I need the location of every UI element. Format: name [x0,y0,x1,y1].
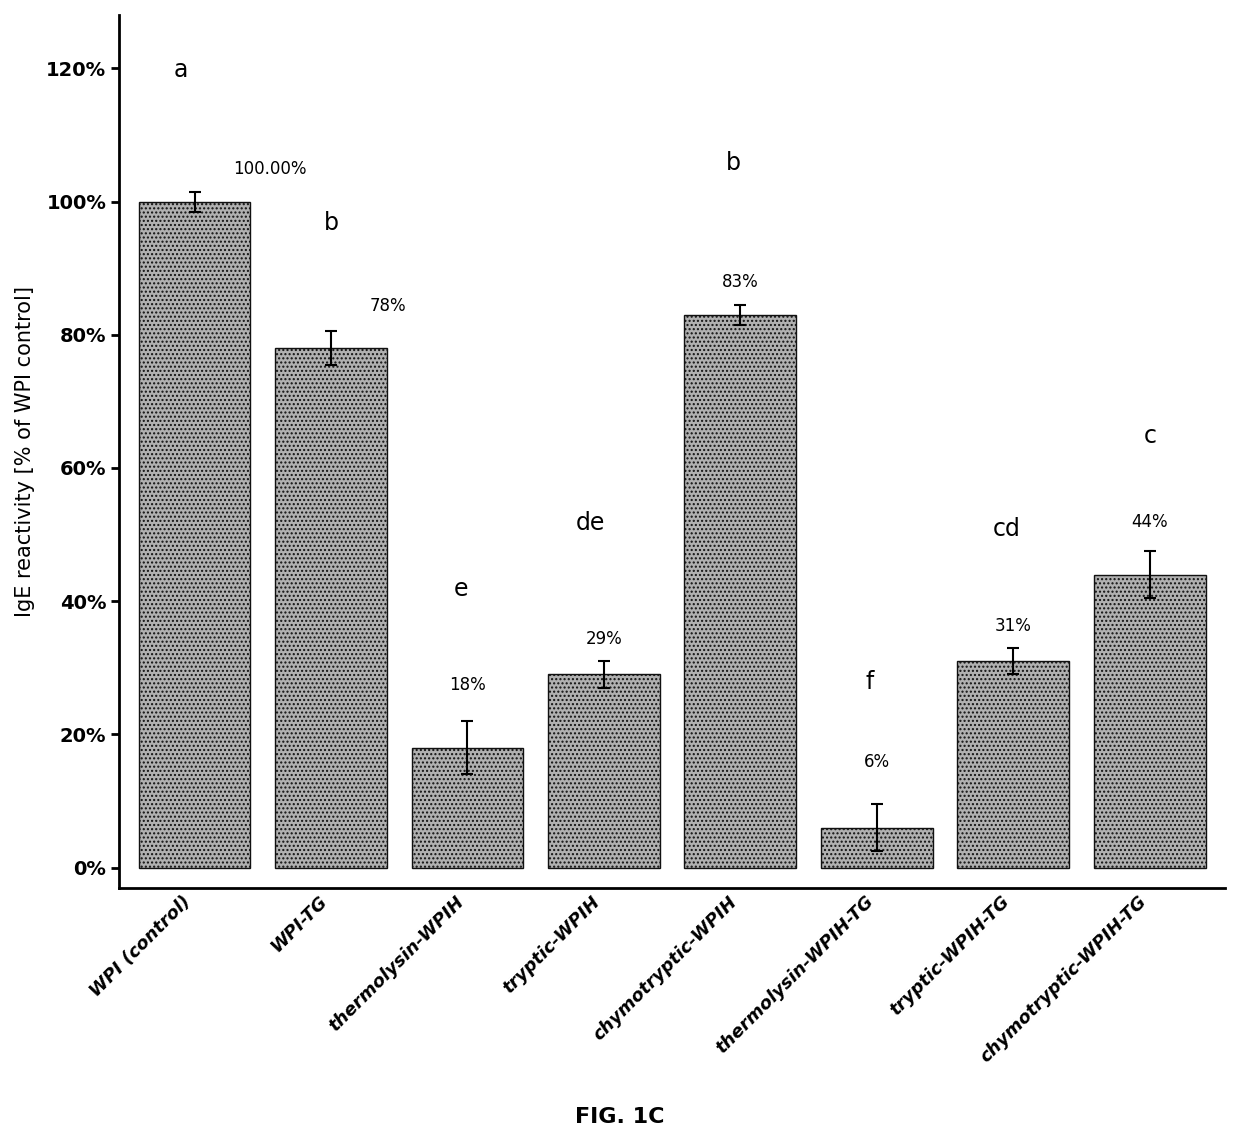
Text: cd: cd [993,518,1021,542]
Text: f: f [866,670,874,694]
Bar [684,315,796,867]
Bar [275,348,387,867]
Bar [139,201,250,867]
Text: 100.00%: 100.00% [233,160,306,179]
Bar [821,827,932,867]
Text: c: c [1143,424,1157,448]
Text: 78%: 78% [370,297,405,315]
Y-axis label: IgE reactivity [% of WPI control]: IgE reactivity [% of WPI control] [15,286,35,617]
Text: e: e [454,577,467,601]
Text: b: b [324,211,339,234]
Bar [1094,575,1205,867]
Bar [957,661,1069,867]
Text: FIG. 1C: FIG. 1C [575,1106,665,1127]
Text: 6%: 6% [864,753,890,772]
Text: de: de [575,511,605,535]
Text: b: b [727,151,742,175]
Bar [548,675,660,867]
Text: 83%: 83% [722,273,759,291]
Text: a: a [174,58,188,82]
Text: 18%: 18% [449,676,486,694]
Bar [412,748,523,867]
Text: 29%: 29% [585,629,622,648]
Text: 31%: 31% [994,617,1032,635]
Text: 44%: 44% [1132,513,1168,531]
